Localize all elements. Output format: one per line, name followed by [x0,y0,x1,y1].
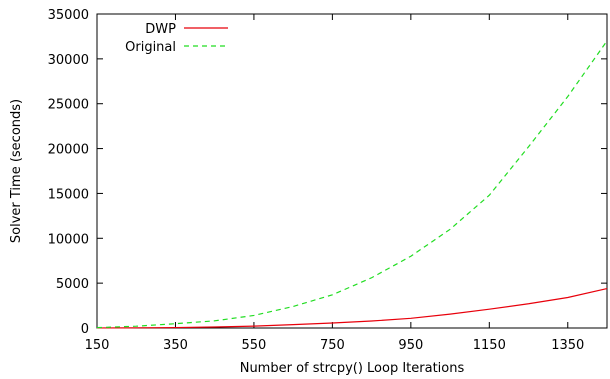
y-tick-label: 20000 [48,143,89,158]
x-tick-label: 550 [242,338,267,353]
y-tick-label: 15000 [48,187,89,202]
legend-label-dwp: DWP [145,22,176,37]
x-tick-label: 1350 [551,338,584,353]
y-tick-label: 25000 [48,98,89,113]
x-axis-ticks: 150 350 550 750 950 1150 1350 [85,14,584,353]
x-tick-label: 150 [85,338,110,353]
y-tick-label: 0 [81,322,89,337]
y-axis-label: Solver Time (seconds) [9,99,24,243]
series-line-dwp [96,287,608,329]
series-layer [96,40,608,329]
legend: DWP Original [125,22,228,55]
y-tick-label: 10000 [48,232,89,247]
x-axis-label: Number of strcpy() Loop Iterations [240,361,465,376]
y-axis-ticks: 0 5000 10000 15000 20000 25000 30000 35000 [48,8,607,337]
x-tick-label: 750 [320,338,345,353]
series-line-original [96,40,608,329]
y-tick-label: 30000 [48,53,89,68]
plot-frame [96,13,608,329]
x-tick-label: 950 [398,338,423,353]
y-tick-label: 5000 [56,277,89,292]
y-tick-label: 35000 [48,8,89,23]
x-tick-label: 1150 [473,338,506,353]
legend-label-original: Original [125,40,176,55]
x-tick-label: 350 [163,338,188,353]
